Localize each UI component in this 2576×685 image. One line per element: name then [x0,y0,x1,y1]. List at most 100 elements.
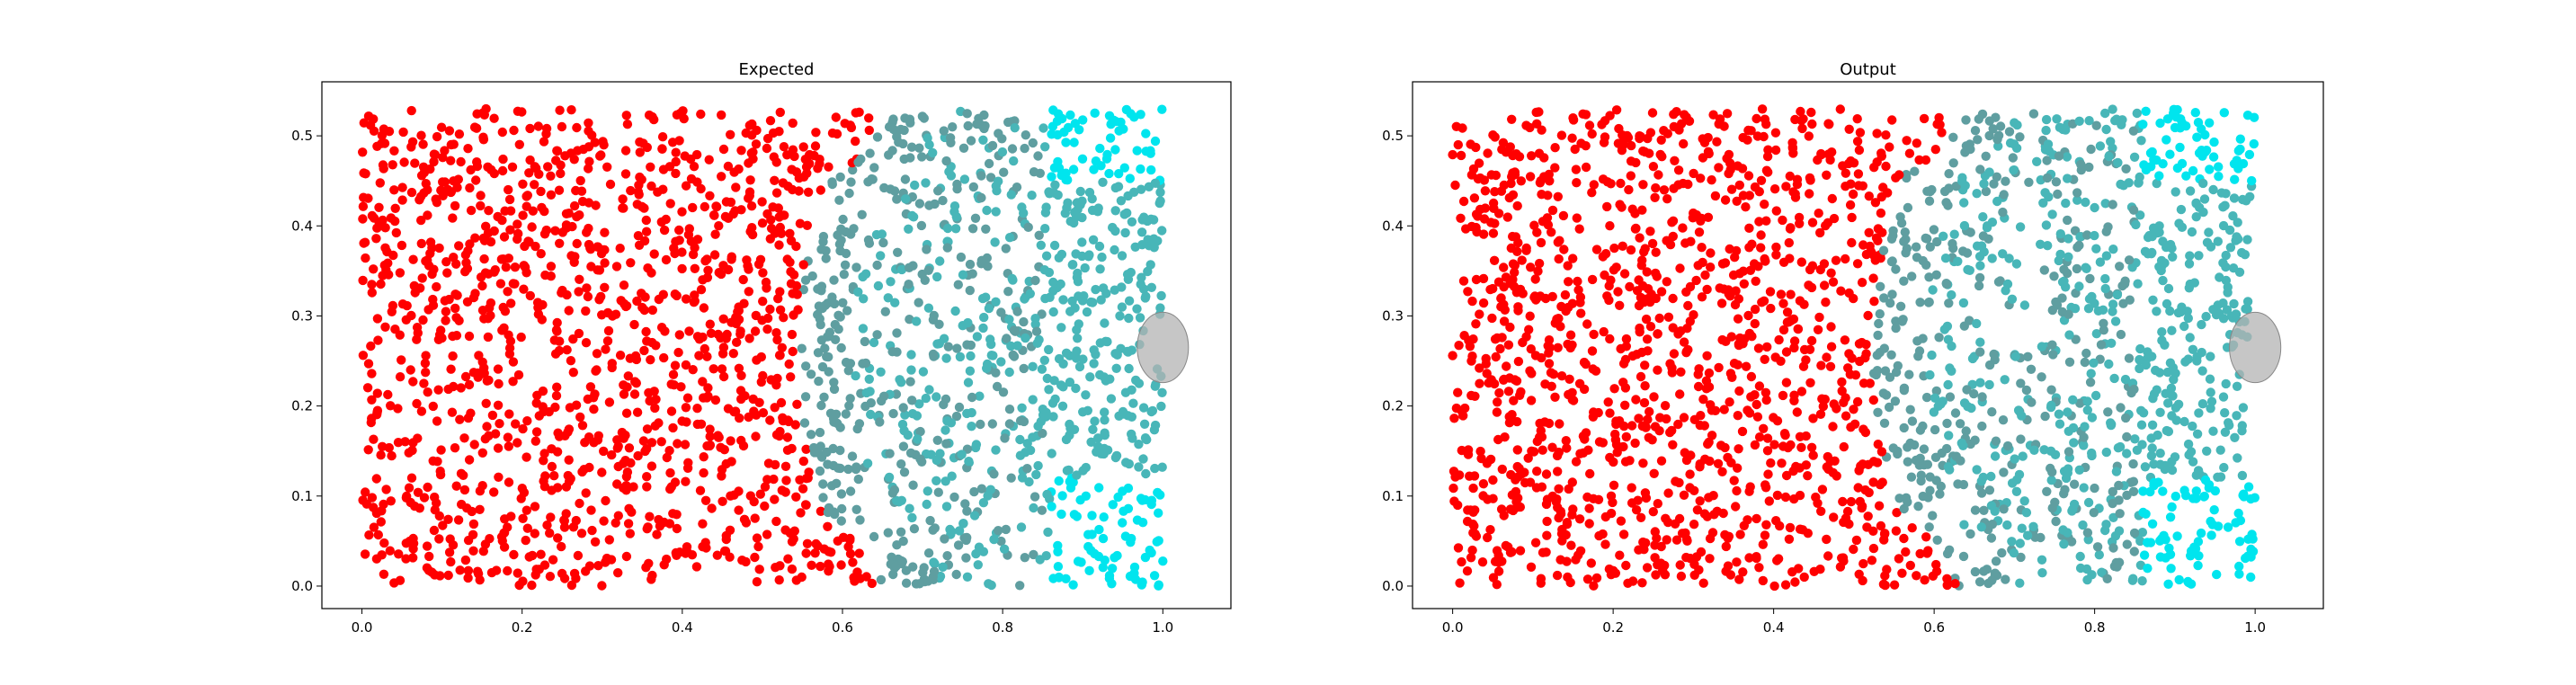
scatter-point [1589,180,1600,190]
scatter-point [1992,134,2002,145]
scatter-point [1708,110,1718,120]
scatter-point [440,177,450,187]
scatter-point [1815,264,1826,275]
scatter-point [714,432,724,442]
scatter-point [709,250,720,260]
scatter-point [2129,384,2139,395]
scatter-point [2163,426,2174,437]
scatter-point [789,534,798,544]
scatter-point [2170,452,2180,462]
scatter-point [504,254,513,263]
scatter-point [943,342,954,351]
scatter-point [2121,164,2131,173]
scatter-point [1617,146,1627,156]
scatter-point [2219,108,2229,118]
scatter-point [1796,387,1807,396]
scatter-point [1869,297,1879,307]
scatter-point [2108,299,2118,309]
scatter-point [1562,518,1573,528]
scatter-point [2191,486,2201,496]
scatter-point [666,379,676,389]
scatter-point [1675,263,1685,273]
scatter-point [2051,177,2062,187]
scatter-point [896,264,907,275]
scatter-point [835,445,845,456]
scatter-point [2116,329,2126,340]
scatter-point [1584,519,1594,529]
scatter-point [898,403,908,413]
scatter-point [2164,543,2174,553]
scatter-point [1766,303,1776,314]
scatter-point [1136,164,1145,174]
scatter-point [2007,294,2018,304]
scatter-point [2235,134,2245,144]
scatter-point [732,337,742,347]
scatter-point [2061,198,2071,209]
scatter-point [510,262,521,272]
scatter-point [2221,262,2231,272]
scatter-point [976,192,986,203]
scatter-point [504,343,515,353]
scatter-point [1627,498,1637,508]
scatter-point [1782,307,1793,317]
scatter-point [1928,511,1938,520]
scatter-point [758,408,769,418]
scatter-point [386,496,396,506]
scatter-point [367,280,377,289]
scatter-point [1943,379,1953,390]
scatter-point [1635,327,1645,337]
scatter-point [436,122,447,132]
y-tick-label: 0.0 [291,578,313,594]
scatter-point [369,522,379,532]
scatter-point [2084,116,2094,126]
scatter-point [2174,218,2184,228]
scatter-point [1057,491,1067,501]
scatter-point [780,461,791,471]
scatter-point [940,476,950,486]
scatter-point [797,572,807,583]
scatter-point [1106,120,1116,129]
scatter-point [1072,211,1082,222]
scatter-point [2063,528,2072,538]
scatter-point [1071,249,1081,259]
scatter-point [765,116,776,126]
scatter-point [630,377,640,387]
scatter-point [2124,255,2135,265]
scatter-point [554,185,565,195]
scatter-point [1668,440,1678,449]
scatter-point [1643,284,1653,294]
scatter-point [929,557,939,567]
scatter-point [829,378,839,387]
scatter-point [1047,129,1056,139]
scatter-point [747,223,757,233]
scatter-point [394,549,404,559]
scatter-point [802,168,812,178]
scatter-point [1605,334,1615,344]
scatter-point [791,492,801,502]
scatter-point [1641,314,1652,325]
scatter-point [1939,231,1948,241]
scatter-point [673,439,682,449]
scatter-point [2154,171,2164,181]
scatter-point [891,561,901,572]
scatter-point [1915,453,1925,463]
scatter-point [1627,483,1636,493]
scatter-point [979,312,989,323]
scatter-point [1744,243,1754,253]
scatter-point [788,118,798,129]
scatter-point [518,576,528,586]
scatter-point [1029,167,1039,177]
scatter-point [2136,136,2146,146]
scatter-point [813,164,823,173]
scatter-point [1799,299,1809,309]
scatter-point [2233,218,2242,227]
scatter-point [887,146,897,156]
scatter-point [1901,170,1912,180]
scatter-point [1492,580,1502,590]
scatter-point [1796,442,1806,452]
scatter-point [1807,261,1818,271]
scatter-point [1518,337,1528,348]
x-tick-label: 0.8 [2084,619,2106,636]
scatter-point [1086,437,1096,447]
scatter-point [690,296,700,307]
